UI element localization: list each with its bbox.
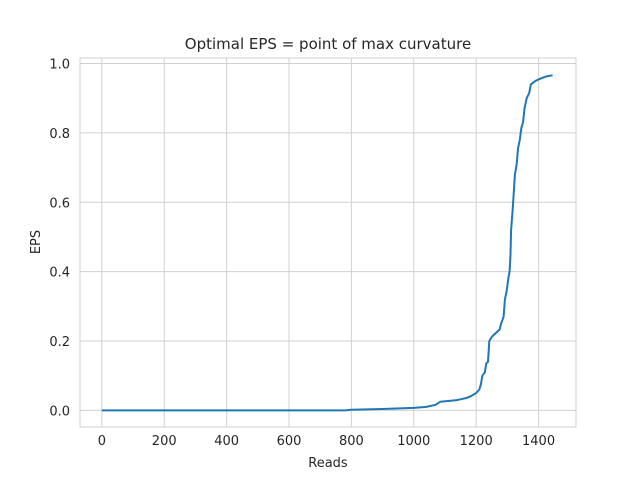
y-tick-label: 0.0 bbox=[49, 404, 70, 419]
eps-series-line bbox=[101, 74, 553, 412]
y-tick-label: 0.8 bbox=[49, 127, 70, 142]
x-tick-label: 800 bbox=[339, 434, 364, 449]
x-tick-labels: 0 200 400 600 800 1000 1200 1400 bbox=[98, 434, 555, 449]
x-tick-label: 1000 bbox=[397, 434, 430, 449]
y-tick-labels: 0.0 0.2 0.4 0.6 0.8 1.0 bbox=[49, 58, 70, 420]
x-tick-label: 0 bbox=[98, 434, 106, 449]
chart-title: Optimal EPS = point of max curvature bbox=[185, 35, 471, 53]
gridlines bbox=[80, 58, 576, 427]
y-tick-label: 0.6 bbox=[49, 196, 70, 211]
y-tick-label: 1.0 bbox=[49, 58, 70, 73]
x-axis-title: Reads bbox=[308, 456, 348, 471]
y-axis-title: EPS bbox=[29, 230, 44, 254]
series-lines bbox=[101, 74, 553, 412]
x-tick-label: 200 bbox=[152, 434, 177, 449]
plot-area bbox=[79, 57, 577, 428]
x-tick-label: 1400 bbox=[522, 434, 555, 449]
x-tick-label: 600 bbox=[277, 434, 302, 449]
y-tick-label: 0.4 bbox=[49, 266, 70, 281]
x-tick-label: 400 bbox=[214, 434, 239, 449]
y-tick-label: 0.2 bbox=[49, 335, 70, 350]
x-tick-label: 1200 bbox=[460, 434, 493, 449]
